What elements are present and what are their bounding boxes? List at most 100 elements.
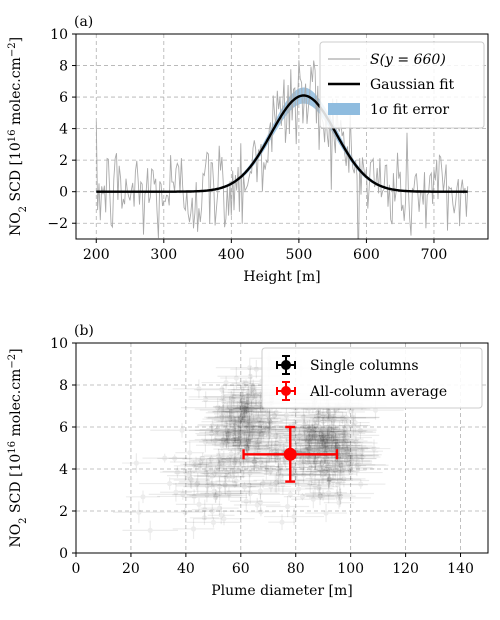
single-column-point <box>309 430 337 447</box>
single-column-point <box>222 451 250 467</box>
single-column-point <box>224 400 266 423</box>
single-column-point <box>303 431 351 443</box>
panel-a-axes-frame <box>75 33 489 240</box>
single-column-point <box>313 412 380 424</box>
single-column-point <box>219 392 247 406</box>
single-column-point <box>229 405 259 415</box>
single-column-point <box>336 479 386 489</box>
single-column-point <box>234 430 267 446</box>
single-column-point <box>202 412 258 426</box>
single-column-point <box>322 470 366 488</box>
single-column-point <box>291 422 321 442</box>
single-column-point <box>203 465 273 477</box>
single-column-point <box>263 482 334 496</box>
single-column-point <box>300 412 346 421</box>
single-column-point <box>294 465 350 485</box>
single-column-point <box>220 367 253 390</box>
single-column-point <box>310 426 347 437</box>
single-column-point <box>282 430 348 440</box>
single-column-point <box>197 419 228 433</box>
single-column-point <box>297 424 344 445</box>
single-column-point <box>253 426 284 447</box>
b-y-tick-label: 2 <box>59 504 68 520</box>
single-column-point <box>324 463 356 480</box>
single-column-point <box>214 412 271 420</box>
a-y-tick-label: 2 <box>59 153 68 169</box>
single-column-point <box>226 413 252 435</box>
single-column-point <box>305 441 346 455</box>
single-column-point <box>206 422 275 435</box>
single-column-point <box>257 490 323 499</box>
single-column-point <box>311 476 346 489</box>
single-column-point <box>172 379 226 399</box>
single-column-point <box>281 470 311 480</box>
single-column-point <box>250 409 285 421</box>
panel-b-x-axis-label: Plume diameter [m] <box>211 583 353 599</box>
panel-a-band-path <box>96 87 468 193</box>
single-column-point <box>217 401 257 418</box>
panel-a-y-axis-label: NO2 SCD [1016 molec.cm−2] <box>7 37 29 236</box>
single-column-point <box>212 396 247 418</box>
single-column-point <box>226 400 264 417</box>
single-column-point <box>309 411 376 425</box>
single-column-point <box>227 413 259 428</box>
single-column-point <box>283 425 336 447</box>
single-column-point <box>300 465 331 478</box>
single-column-point <box>306 413 347 423</box>
single-column-point <box>306 435 357 451</box>
single-column-point <box>297 426 332 440</box>
single-column-point <box>277 473 344 493</box>
single-column-point <box>320 456 372 465</box>
single-column-point <box>250 480 292 493</box>
single-column-point <box>220 470 246 483</box>
single-column-point <box>293 432 359 449</box>
single-column-point <box>176 478 239 493</box>
single-column-point <box>307 436 361 449</box>
single-column-point <box>233 421 295 440</box>
single-column-point <box>265 495 310 518</box>
single-column-point <box>211 439 286 451</box>
single-column-point <box>194 405 245 413</box>
single-column-point <box>232 441 304 451</box>
b-x-tick-label: 40 <box>177 561 195 577</box>
single-column-point <box>215 475 257 487</box>
single-column-point <box>272 428 327 443</box>
single-column-point <box>311 446 384 456</box>
single-column-point <box>305 480 333 497</box>
single-column-point <box>307 461 334 478</box>
single-column-point <box>169 456 231 468</box>
panel-b: 0 20 40 60 80 100 120 140 0 2 4 6 8 10 (b) Plume diam… <box>7 323 489 599</box>
single-column-point <box>226 396 262 418</box>
single-column-point <box>223 444 272 453</box>
single-column-point <box>247 434 313 448</box>
panel-a-legend-box <box>319 41 485 129</box>
single-column-point <box>241 428 285 439</box>
single-column-point <box>249 466 292 476</box>
single-column-point <box>206 425 249 443</box>
single-column-point <box>188 391 223 408</box>
single-column-point <box>235 414 263 437</box>
single-column-point <box>345 444 379 460</box>
single-column-point <box>170 469 211 489</box>
single-column-point <box>214 433 252 447</box>
panel-b-legend-swatch <box>276 355 296 375</box>
single-column-point <box>335 450 377 467</box>
single-column-point <box>122 453 151 473</box>
single-column-point <box>305 486 374 501</box>
single-column-point <box>233 399 261 418</box>
single-column-point <box>338 415 369 436</box>
single-column-point <box>200 453 269 473</box>
single-column-point <box>205 412 277 424</box>
single-column-point <box>305 486 335 506</box>
single-column-point <box>314 408 344 426</box>
single-column-point <box>214 404 276 424</box>
panel-b-y-axis-label: NO2 SCD [1016 molec.cm−2] <box>7 348 29 547</box>
single-column-point <box>225 461 288 472</box>
single-column-point <box>186 480 237 489</box>
single-column-point <box>303 421 377 444</box>
panel-b-ticks: 0 20 40 60 80 100 120 140 0 2 4 6 8 10 <box>50 336 474 577</box>
single-column-point <box>274 427 348 448</box>
single-column-point <box>310 433 378 453</box>
single-column-point <box>210 416 260 436</box>
